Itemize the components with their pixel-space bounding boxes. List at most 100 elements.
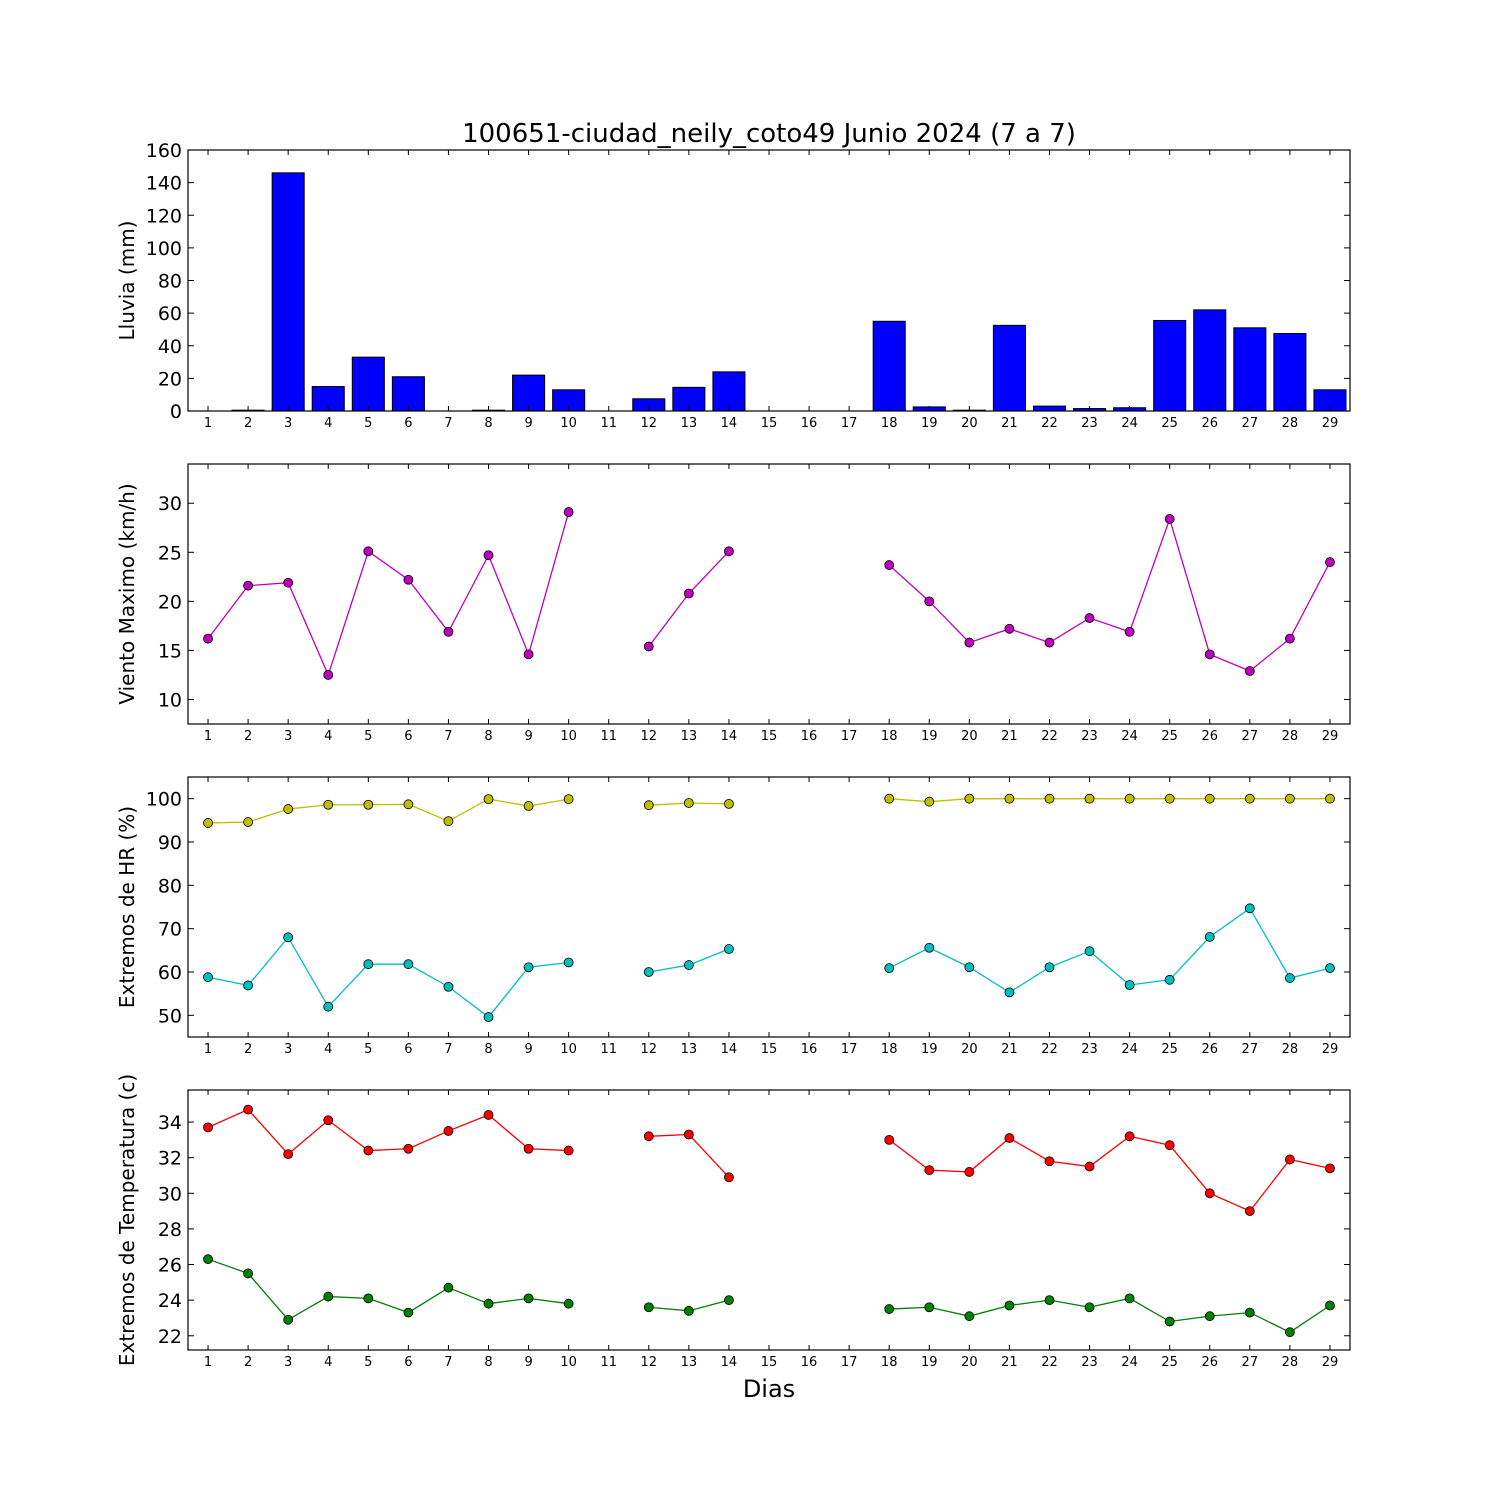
point-s1-day-1: [203, 633, 213, 644]
x-tick-label: 17: [841, 416, 858, 431]
point-s1-day-27: [1244, 666, 1255, 676]
x-tick-label: 6: [404, 1355, 412, 1370]
x-tick-label: 16: [801, 1355, 818, 1370]
point-s1-day-10: [563, 794, 574, 804]
x-tick-label: 29: [1322, 416, 1339, 431]
x-tick-label: 2: [244, 1042, 252, 1057]
x-tick-label: 10: [560, 729, 577, 744]
point-s2-day-28: [1284, 1327, 1295, 1338]
point-s1-day-24: [1124, 793, 1135, 804]
point-s1-day-24: [1124, 1131, 1135, 1142]
x-tick-label: 29: [1322, 1355, 1339, 1370]
x-tick-label: 25: [1161, 1042, 1178, 1057]
x-tick-label: 15: [761, 416, 778, 431]
y-tick-label: 90: [158, 832, 182, 854]
y-tick-label: 60: [158, 962, 182, 984]
x-tick-label: 13: [681, 1042, 698, 1057]
y-tick-label: 32: [158, 1148, 182, 1170]
point-s1-day-4: [323, 1115, 334, 1126]
point-s2-day-21: [1004, 1300, 1015, 1311]
point-s2-day-2: [243, 1268, 254, 1279]
y-tick-label: 24: [158, 1290, 182, 1312]
point-s1-day-22: [1044, 793, 1055, 804]
point-s1-day-9: [523, 801, 534, 811]
x-tick-label: 21: [1001, 1355, 1018, 1370]
y-tick-label: 70: [158, 919, 182, 941]
x-tick-label: 19: [921, 1355, 938, 1370]
point-s1-day-28: [1284, 633, 1295, 644]
x-tick-label: 1: [204, 1042, 212, 1057]
point-s2-day-13: [683, 1305, 694, 1316]
series-1-line: [207, 1108, 569, 1156]
x-tick-label: 28: [1282, 1042, 1299, 1057]
x-tick-label: 9: [524, 729, 532, 744]
point-s1-day-14: [724, 798, 734, 809]
point-s2-day-27: [1244, 903, 1255, 914]
y-tick-label: 50: [158, 1005, 182, 1027]
point-s1-day-13: [683, 588, 694, 599]
point-s1-day-20: [964, 1167, 975, 1177]
x-tick-label: 20: [961, 416, 978, 431]
y-tick-label: 60: [158, 303, 182, 325]
point-s1-day-20: [964, 793, 975, 804]
bar-day-28: [1273, 333, 1307, 412]
bar-day-27: [1233, 327, 1267, 412]
y-tick-label: 20: [158, 368, 182, 390]
point-s1-day-1: [203, 1122, 213, 1133]
point-s1-day-9: [523, 1143, 534, 1154]
point-s2-day-7: [443, 1282, 454, 1293]
point-s1-day-5: [363, 1145, 374, 1156]
x-tick-label: 15: [761, 729, 778, 744]
x-tick-label: 15: [761, 1355, 778, 1370]
point-s2-day-24: [1124, 980, 1135, 990]
y-tick-label: 160: [146, 140, 182, 162]
point-s1-day-19: [924, 596, 935, 607]
x-tick-label: 1: [204, 729, 212, 744]
point-s1-day-10: [563, 1145, 574, 1156]
point-s1-day-7: [443, 626, 454, 637]
point-s1-day-4: [323, 799, 334, 810]
x-tick-label: 4: [324, 416, 332, 431]
bar-day-25: [1153, 319, 1187, 412]
point-s1-day-1: [203, 818, 213, 828]
x-tick-label: 29: [1322, 729, 1339, 744]
x-tick-label: 12: [641, 1355, 658, 1370]
bar-day-21: [992, 324, 1026, 412]
point-s1-day-7: [443, 1126, 454, 1136]
x-tick-label: 3: [284, 729, 292, 744]
x-tick-label: 27: [1242, 1042, 1259, 1057]
y-tick-label: 26: [158, 1255, 182, 1277]
x-tick-label: 24: [1121, 729, 1138, 744]
x-tick-label: 25: [1161, 1355, 1178, 1370]
y-tick-label: 34: [158, 1112, 182, 1134]
series-1-line: [207, 511, 570, 677]
point-s2-day-10: [563, 1298, 574, 1309]
point-s1-day-2: [243, 1104, 254, 1115]
point-s1-day-23: [1084, 793, 1095, 804]
series-1-line: [208, 798, 569, 824]
x-tick-label: 24: [1121, 1042, 1138, 1057]
x-tick-label: 28: [1282, 416, 1299, 431]
x-tick-label: 16: [801, 729, 818, 744]
x-tick-label: 3: [284, 1042, 292, 1057]
point-s1-day-23: [1084, 1161, 1095, 1172]
x-tick-label: 18: [881, 1355, 898, 1370]
x-tick-label: 4: [324, 1355, 332, 1370]
x-tick-label: 20: [961, 1042, 978, 1057]
point-s2-day-21: [1004, 987, 1015, 998]
point-s2-day-6: [403, 1307, 414, 1318]
point-s1-day-22: [1044, 637, 1055, 648]
point-s1-day-7: [443, 816, 454, 827]
point-s2-day-9: [523, 1293, 534, 1304]
plot-frame: [187, 463, 1351, 725]
series-2-line: [207, 936, 569, 1018]
x-tick-label: 22: [1041, 729, 1058, 744]
point-s1-day-26: [1204, 793, 1215, 804]
point-s1-day-24: [1124, 626, 1135, 637]
x-tick-label: 27: [1242, 729, 1259, 744]
point-s1-day-12: [643, 1131, 654, 1142]
point-s1-day-5: [363, 799, 374, 810]
x-tick-label: 10: [560, 1042, 577, 1057]
